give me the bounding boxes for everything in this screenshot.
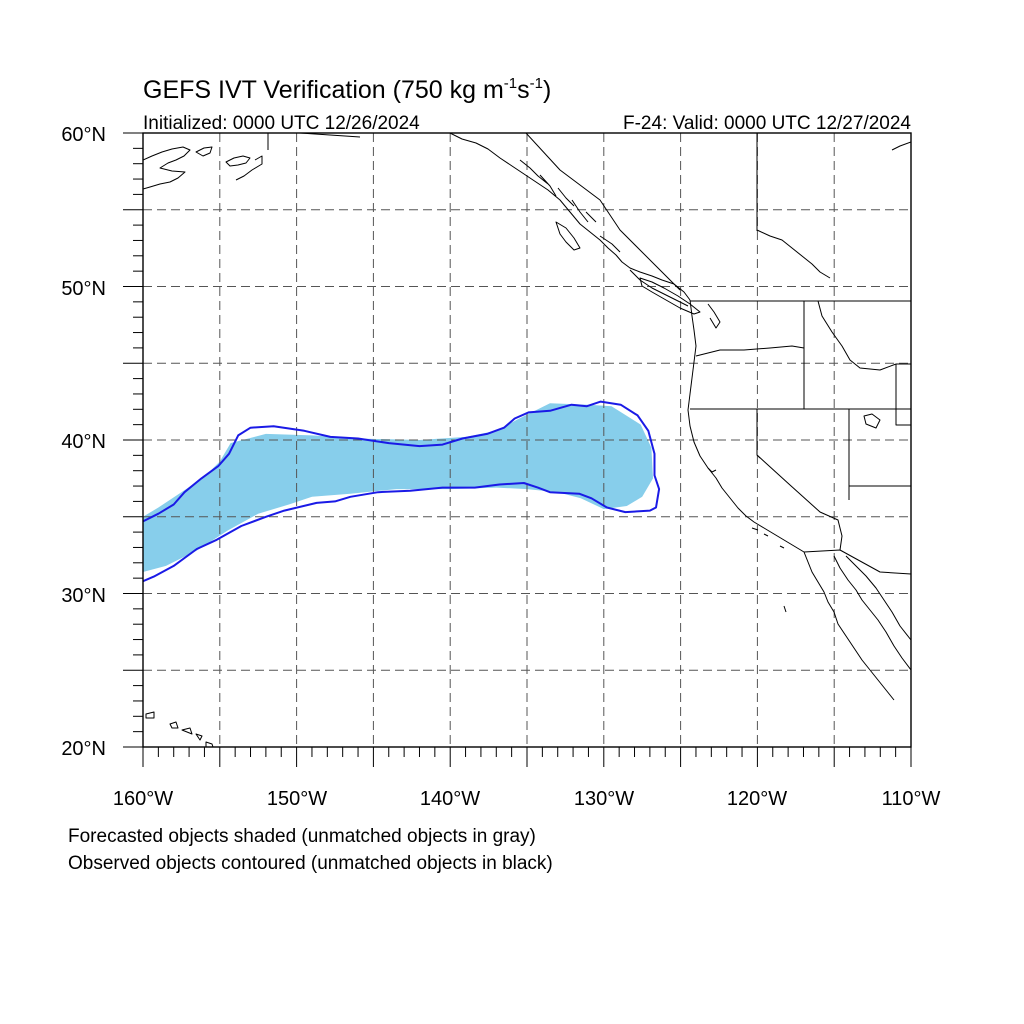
border-california-nevada (756, 409, 843, 551)
coastline-bc-inner (599, 235, 689, 307)
init-time-label: Initialized: 0000 UTC 12/26/2024 (143, 113, 420, 134)
lat-label-40n: 40°N (61, 431, 106, 453)
coastline-alaska (143, 146, 191, 190)
border-us-mexico (803, 549, 911, 575)
coastline-hawaii-islands (145, 711, 214, 747)
coastlines-and-borders (143, 133, 911, 747)
lat-label-20n: 20°N (61, 738, 106, 760)
lon-label-110w: 110°W (882, 788, 941, 810)
axis-ticks (123, 132, 912, 767)
coastline-panhandle (449, 133, 691, 301)
coastline-channel-islands (751, 527, 785, 549)
coastline-gulf-of-california (833, 555, 911, 671)
border-canada-alaska-panhandle (525, 133, 681, 291)
lon-label-130w: 130°W (574, 788, 634, 810)
latitude-labels: 60°N 50°N 40°N 30°N 20°N (61, 124, 106, 760)
lat-label-30n: 30°N (61, 585, 106, 607)
observed-objects (143, 400, 661, 583)
lon-label-160w: 160°W (113, 788, 173, 810)
coastline-canada-interior (756, 229, 831, 279)
border-washington-oregon (695, 345, 805, 409)
border-idaho-montana (817, 300, 897, 371)
footnote-forecast: Forecasted objects shaded (unmatched obj… (68, 826, 536, 847)
lon-label-120w: 120°W (727, 788, 787, 810)
coastline-cook-inlet (195, 146, 213, 157)
coastline-kodiak-island (225, 155, 251, 167)
valid-time-label: F-24: Valid: 0000 UTC 12/27/2024 (623, 113, 911, 134)
plot-area (143, 133, 911, 747)
coastline-haida-gwaii (555, 221, 581, 251)
longitude-labels: 160°W 150°W 140°W 130°W 120°W 110°W (113, 788, 941, 810)
coastline-hudson-bay-edge (891, 141, 911, 151)
great-salt-lake (863, 413, 881, 429)
coastline-baja-pacific (803, 551, 895, 701)
coastline-alaska-gulf (235, 133, 361, 181)
border-wyoming (895, 364, 911, 426)
coastline-sf-bay (707, 467, 717, 473)
footnote-observed: Observed objects contoured (unmatched ob… (68, 853, 553, 874)
lake-tahoe (756, 454, 761, 459)
coastline-puget-sound (707, 303, 721, 329)
gridlines (143, 133, 911, 747)
lon-label-150w: 150°W (267, 788, 327, 810)
lon-label-140w: 140°W (420, 788, 480, 810)
observed-object-contour (143, 400, 661, 583)
coastline-us-west (687, 299, 805, 553)
map-title: GEFS IVT Verification (750 kg m-1s-1) (143, 75, 551, 104)
forecast-object-shaded (143, 403, 653, 572)
coastline-vancouver-island (639, 277, 701, 315)
lat-label-60n: 60°N (61, 124, 106, 146)
coastline-mexico-mainland (845, 555, 911, 641)
lat-label-50n: 50°N (61, 278, 106, 300)
coastline-panhandle-islands (519, 159, 597, 223)
forecast-objects (143, 403, 653, 572)
coastline-guadalupe (783, 605, 787, 613)
